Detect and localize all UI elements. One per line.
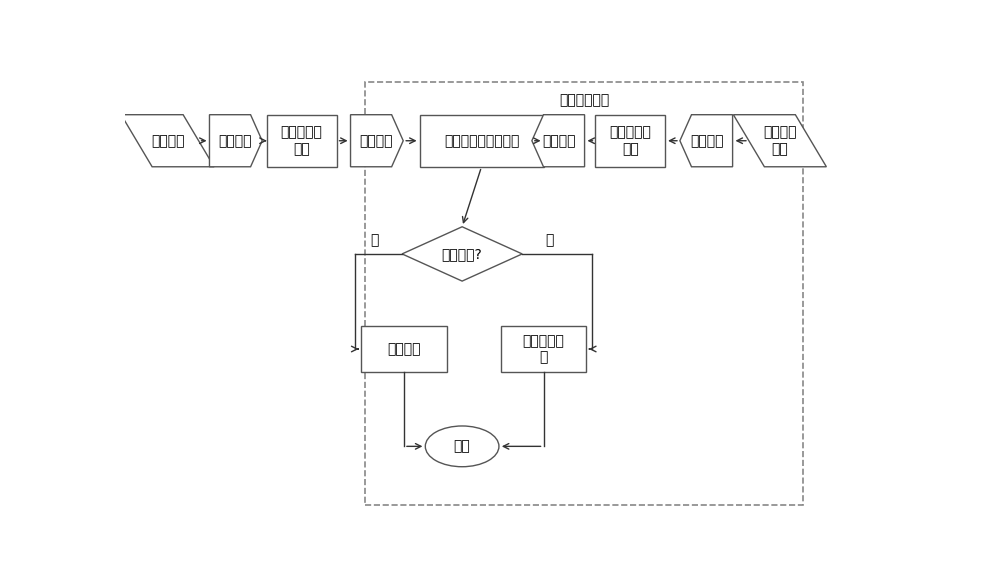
Polygon shape <box>402 227 522 281</box>
Text: 通信与业务告警匹配: 通信与业务告警匹配 <box>444 133 519 148</box>
Polygon shape <box>351 115 403 167</box>
Text: 业务监控
系统: 业务监控 系统 <box>763 126 797 156</box>
FancyBboxPatch shape <box>420 115 544 167</box>
Text: 通信告警: 通信告警 <box>359 133 392 148</box>
Polygon shape <box>209 115 262 167</box>
FancyBboxPatch shape <box>595 115 665 167</box>
Text: 业务告警标
准化: 业务告警标 准化 <box>609 126 651 156</box>
Text: 故障边界判定: 故障边界判定 <box>559 93 609 107</box>
Ellipse shape <box>425 426 499 467</box>
Text: 是: 是 <box>370 233 379 247</box>
Text: 业务告警: 业务告警 <box>543 133 576 148</box>
Text: 通信故障: 通信故障 <box>387 342 421 356</box>
FancyBboxPatch shape <box>501 326 586 372</box>
Text: 通信告警: 通信告警 <box>218 133 251 148</box>
Text: 否: 否 <box>545 233 554 247</box>
Polygon shape <box>680 115 733 167</box>
Text: 能够匹配?: 能够匹配? <box>442 247 482 261</box>
FancyBboxPatch shape <box>361 326 447 372</box>
Text: 业务终端故
障: 业务终端故 障 <box>523 334 564 364</box>
FancyBboxPatch shape <box>267 115 337 167</box>
Text: 通信告警标
准化: 通信告警标 准化 <box>281 126 323 156</box>
Polygon shape <box>733 115 826 167</box>
Text: 业务告警: 业务告警 <box>691 133 724 148</box>
Polygon shape <box>121 115 214 167</box>
Text: 通信网管: 通信网管 <box>151 133 184 148</box>
Text: 结束: 结束 <box>454 439 471 453</box>
Polygon shape <box>532 115 585 167</box>
